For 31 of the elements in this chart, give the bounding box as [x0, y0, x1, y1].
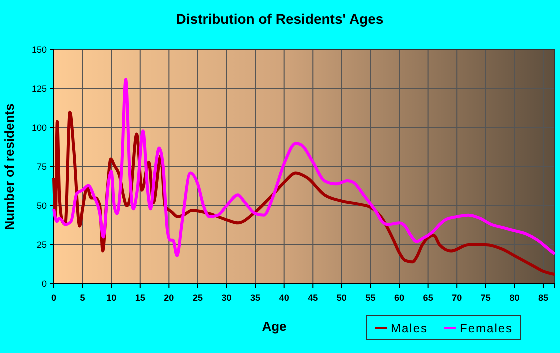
y-tick-label: 75: [36, 162, 47, 172]
y-tick-label: 100: [32, 122, 47, 133]
y-tick-label: 50: [36, 200, 47, 211]
x-tick-label: 45: [308, 292, 318, 303]
y-tick-label: 0: [42, 278, 47, 289]
x-tick-label: 60: [394, 292, 405, 303]
x-tick-label: 25: [192, 292, 203, 303]
x-tick-label: 5: [80, 292, 86, 303]
line-series: [52, 78, 556, 258]
y-axis-title: Number of residents: [2, 104, 17, 230]
x-tick-label: 10: [106, 292, 117, 303]
x-tick-label: 80: [510, 292, 520, 303]
legend-label: Females: [460, 322, 514, 336]
y-tick-label: 150: [32, 44, 47, 55]
y-tick-label: 125: [32, 84, 47, 94]
x-tick-label: 75: [480, 292, 491, 303]
x-axis-title: Age: [262, 319, 287, 334]
x-tick-label: 40: [279, 292, 290, 303]
x-tick-label: 15: [135, 292, 146, 303]
y-tick-label: 25: [36, 240, 47, 250]
x-tick-label: 65: [423, 292, 434, 303]
legend-label: Males: [391, 322, 428, 336]
x-tick-label: 50: [336, 292, 347, 303]
x-tick-label: 0: [51, 292, 57, 303]
x-tick-label: 20: [164, 292, 174, 303]
x-tick-label: 70: [452, 292, 462, 303]
x-tick-label: 85: [538, 292, 548, 303]
chart-title: Distribution of Residents' Ages: [176, 11, 384, 27]
x-tick-label: 55: [366, 292, 376, 303]
x-tick-label: 30: [222, 292, 232, 303]
x-tick-label: 35: [250, 292, 261, 303]
